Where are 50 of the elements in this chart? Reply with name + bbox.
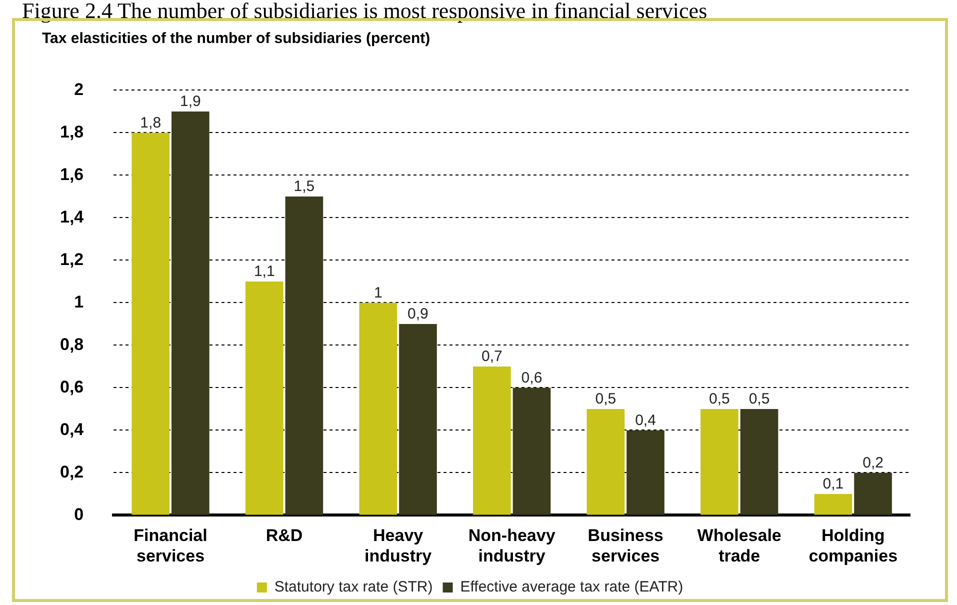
bar (626, 430, 664, 515)
chart-title: Figure 2.4 The number of subsidiaries is most responsive in financial services (22, 0, 708, 23)
bar (814, 494, 852, 515)
data-label: 0,6 (521, 369, 542, 386)
legend-label: Effective average tax rate (EATR) (460, 578, 684, 596)
data-label: 0,4 (635, 412, 656, 429)
x-tick-label: Holding companies (808, 526, 898, 566)
bar (472, 366, 511, 515)
x-tick-label: Financial services (134, 526, 208, 566)
bar (172, 111, 210, 515)
y-tick-label: 1,2 (60, 250, 84, 269)
bar (359, 302, 398, 515)
bar (854, 472, 892, 515)
data-label: 1,9 (180, 93, 201, 110)
x-tick-label: Non-heavy industry (468, 526, 556, 566)
y-tick-label: 2 (74, 80, 84, 99)
data-label: 0,2 (862, 454, 884, 472)
data-label: 1 (374, 284, 382, 302)
x-tick-label: Heavy industry (364, 526, 432, 566)
bar (245, 281, 284, 515)
x-tick-label: Business services (588, 526, 664, 566)
y-tick-label: 1 (74, 292, 84, 312)
y-tick-label: 0 (74, 504, 84, 524)
y-tick-label: 1,6 (60, 164, 84, 184)
bar (700, 408, 738, 515)
data-label: 0,5 (595, 390, 616, 408)
x-tick-label: R&D (266, 526, 303, 546)
y-tick-label: 1,8 (60, 122, 84, 142)
y-tick-label: 0,2 (60, 462, 84, 482)
data-label: 1,8 (140, 114, 162, 132)
bar (512, 388, 551, 515)
data-label: 1,5 (294, 178, 315, 196)
y-tick-label: 1,4 (60, 207, 84, 226)
x-tick-label: Wholesale trade (697, 526, 782, 566)
data-label: 0,1 (822, 476, 844, 493)
y-tick-label: 0,8 (60, 334, 84, 354)
legend-label: Statutory tax rate (STR) (274, 578, 433, 596)
y-axis-title: Tax elasticities of the number of subsidiaries (percent) (42, 30, 430, 47)
bar (740, 408, 778, 515)
data-label: 0,7 (481, 348, 502, 366)
bar (586, 408, 625, 515)
bar (132, 132, 170, 515)
bar (399, 324, 437, 515)
data-label: 0,5 (748, 390, 770, 408)
data-label: 0,9 (408, 306, 428, 323)
data-label: 0,5 (709, 390, 730, 408)
y-tick-label: 0,4 (60, 420, 84, 439)
bar (285, 196, 324, 515)
data-label: 1,1 (254, 263, 275, 280)
y-tick-label: 0,6 (60, 377, 84, 396)
